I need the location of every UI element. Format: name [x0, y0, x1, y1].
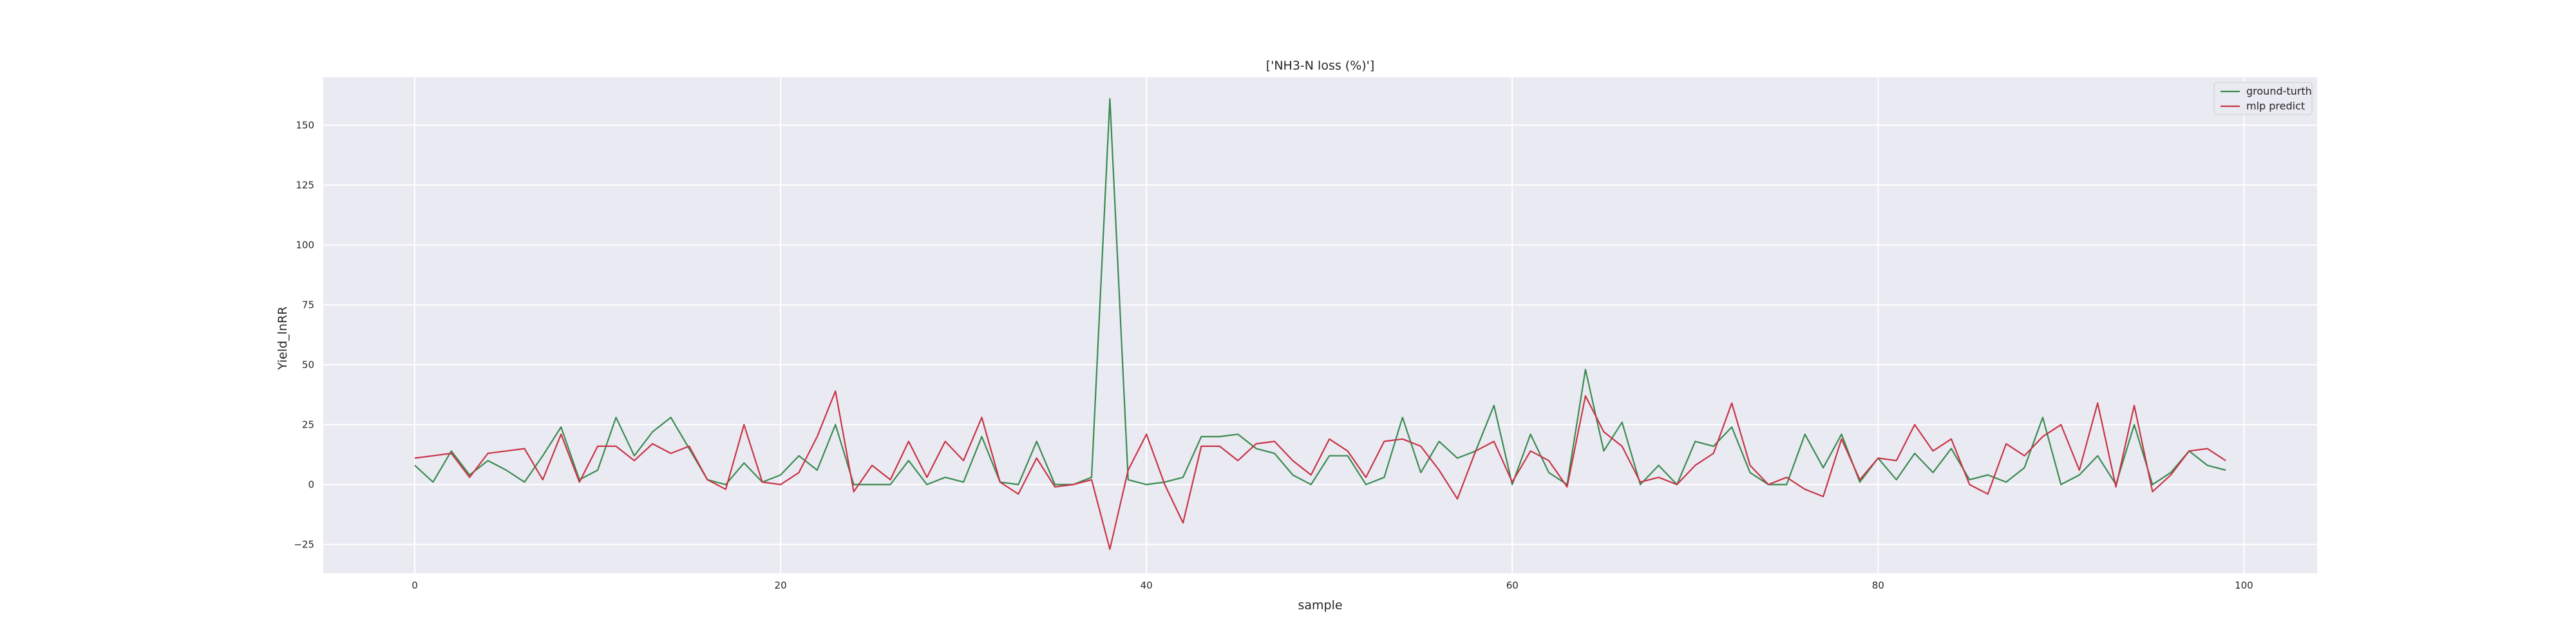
x-tick-label: 100: [2235, 580, 2253, 591]
plot-background: [323, 77, 2317, 573]
x-tick-label: 80: [1872, 580, 1884, 591]
y-tick-label: 125: [296, 179, 314, 191]
legend-label: mlp predict: [2246, 100, 2305, 112]
y-tick-label: 150: [296, 119, 314, 131]
chart-title: ['NH3-N loss (%)']: [1266, 59, 1375, 73]
series-line-mlp-predict: [414, 390, 2226, 550]
y-tick-label: 75: [302, 299, 314, 310]
x-tick-label: 60: [1506, 580, 1519, 591]
y-tick-label: 25: [302, 419, 314, 430]
grid-lines: [323, 77, 2317, 573]
y-tick-label: −25: [294, 538, 314, 550]
y-tick-label: 100: [296, 239, 314, 251]
x-tick-label: 40: [1141, 580, 1153, 591]
series-line-ground-turth: [414, 98, 2226, 486]
series-lines: [414, 98, 2226, 550]
y-axis-label: Yield_lnRR: [276, 307, 290, 370]
y-tick-label: 0: [308, 478, 314, 490]
tick-labels: 0 20 40 60 80 100 −25 0 25 50 75 100 125 150: [294, 119, 2253, 591]
x-axis-label: sample: [1298, 598, 1342, 612]
x-tick-label: 20: [775, 580, 787, 591]
x-tick-label: 0: [412, 580, 418, 591]
legend-label: ground-turth: [2246, 85, 2312, 97]
legend: ground-turth mlp predict: [2213, 82, 2313, 115]
y-tick-label: 50: [302, 359, 314, 370]
